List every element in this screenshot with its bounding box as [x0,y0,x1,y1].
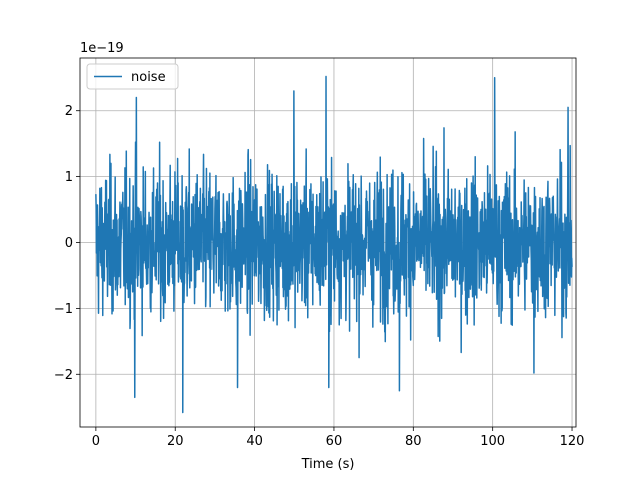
y-tick-label: 2 [65,104,73,119]
series-group [95,75,573,414]
x-tick-label: 60 [326,434,343,449]
x-tick-label: 20 [167,434,184,449]
x-tick-label: 100 [480,434,505,449]
x-ticks: 0 20 40 60 80 100 120 [92,427,585,449]
x-tick-label: 120 [560,434,585,449]
y-offset-label: 1e−19 [80,41,124,56]
x-tick-label: 40 [246,434,263,449]
x-tick-label: 80 [405,434,422,449]
x-tick-label: 0 [92,434,100,449]
legend: noise [86,63,179,90]
y-tick-label: 0 [65,236,73,251]
series-line-noise [95,75,573,414]
y-ticks: −2 −1 0 1 2 [54,104,80,383]
y-tick-label: −1 [54,302,73,317]
x-axis-label: Time (s) [301,457,355,472]
legend-box [86,63,179,90]
y-tick-label: 1 [65,170,73,185]
y-tick-label: −2 [54,368,73,383]
legend-label-noise: noise [131,70,166,85]
